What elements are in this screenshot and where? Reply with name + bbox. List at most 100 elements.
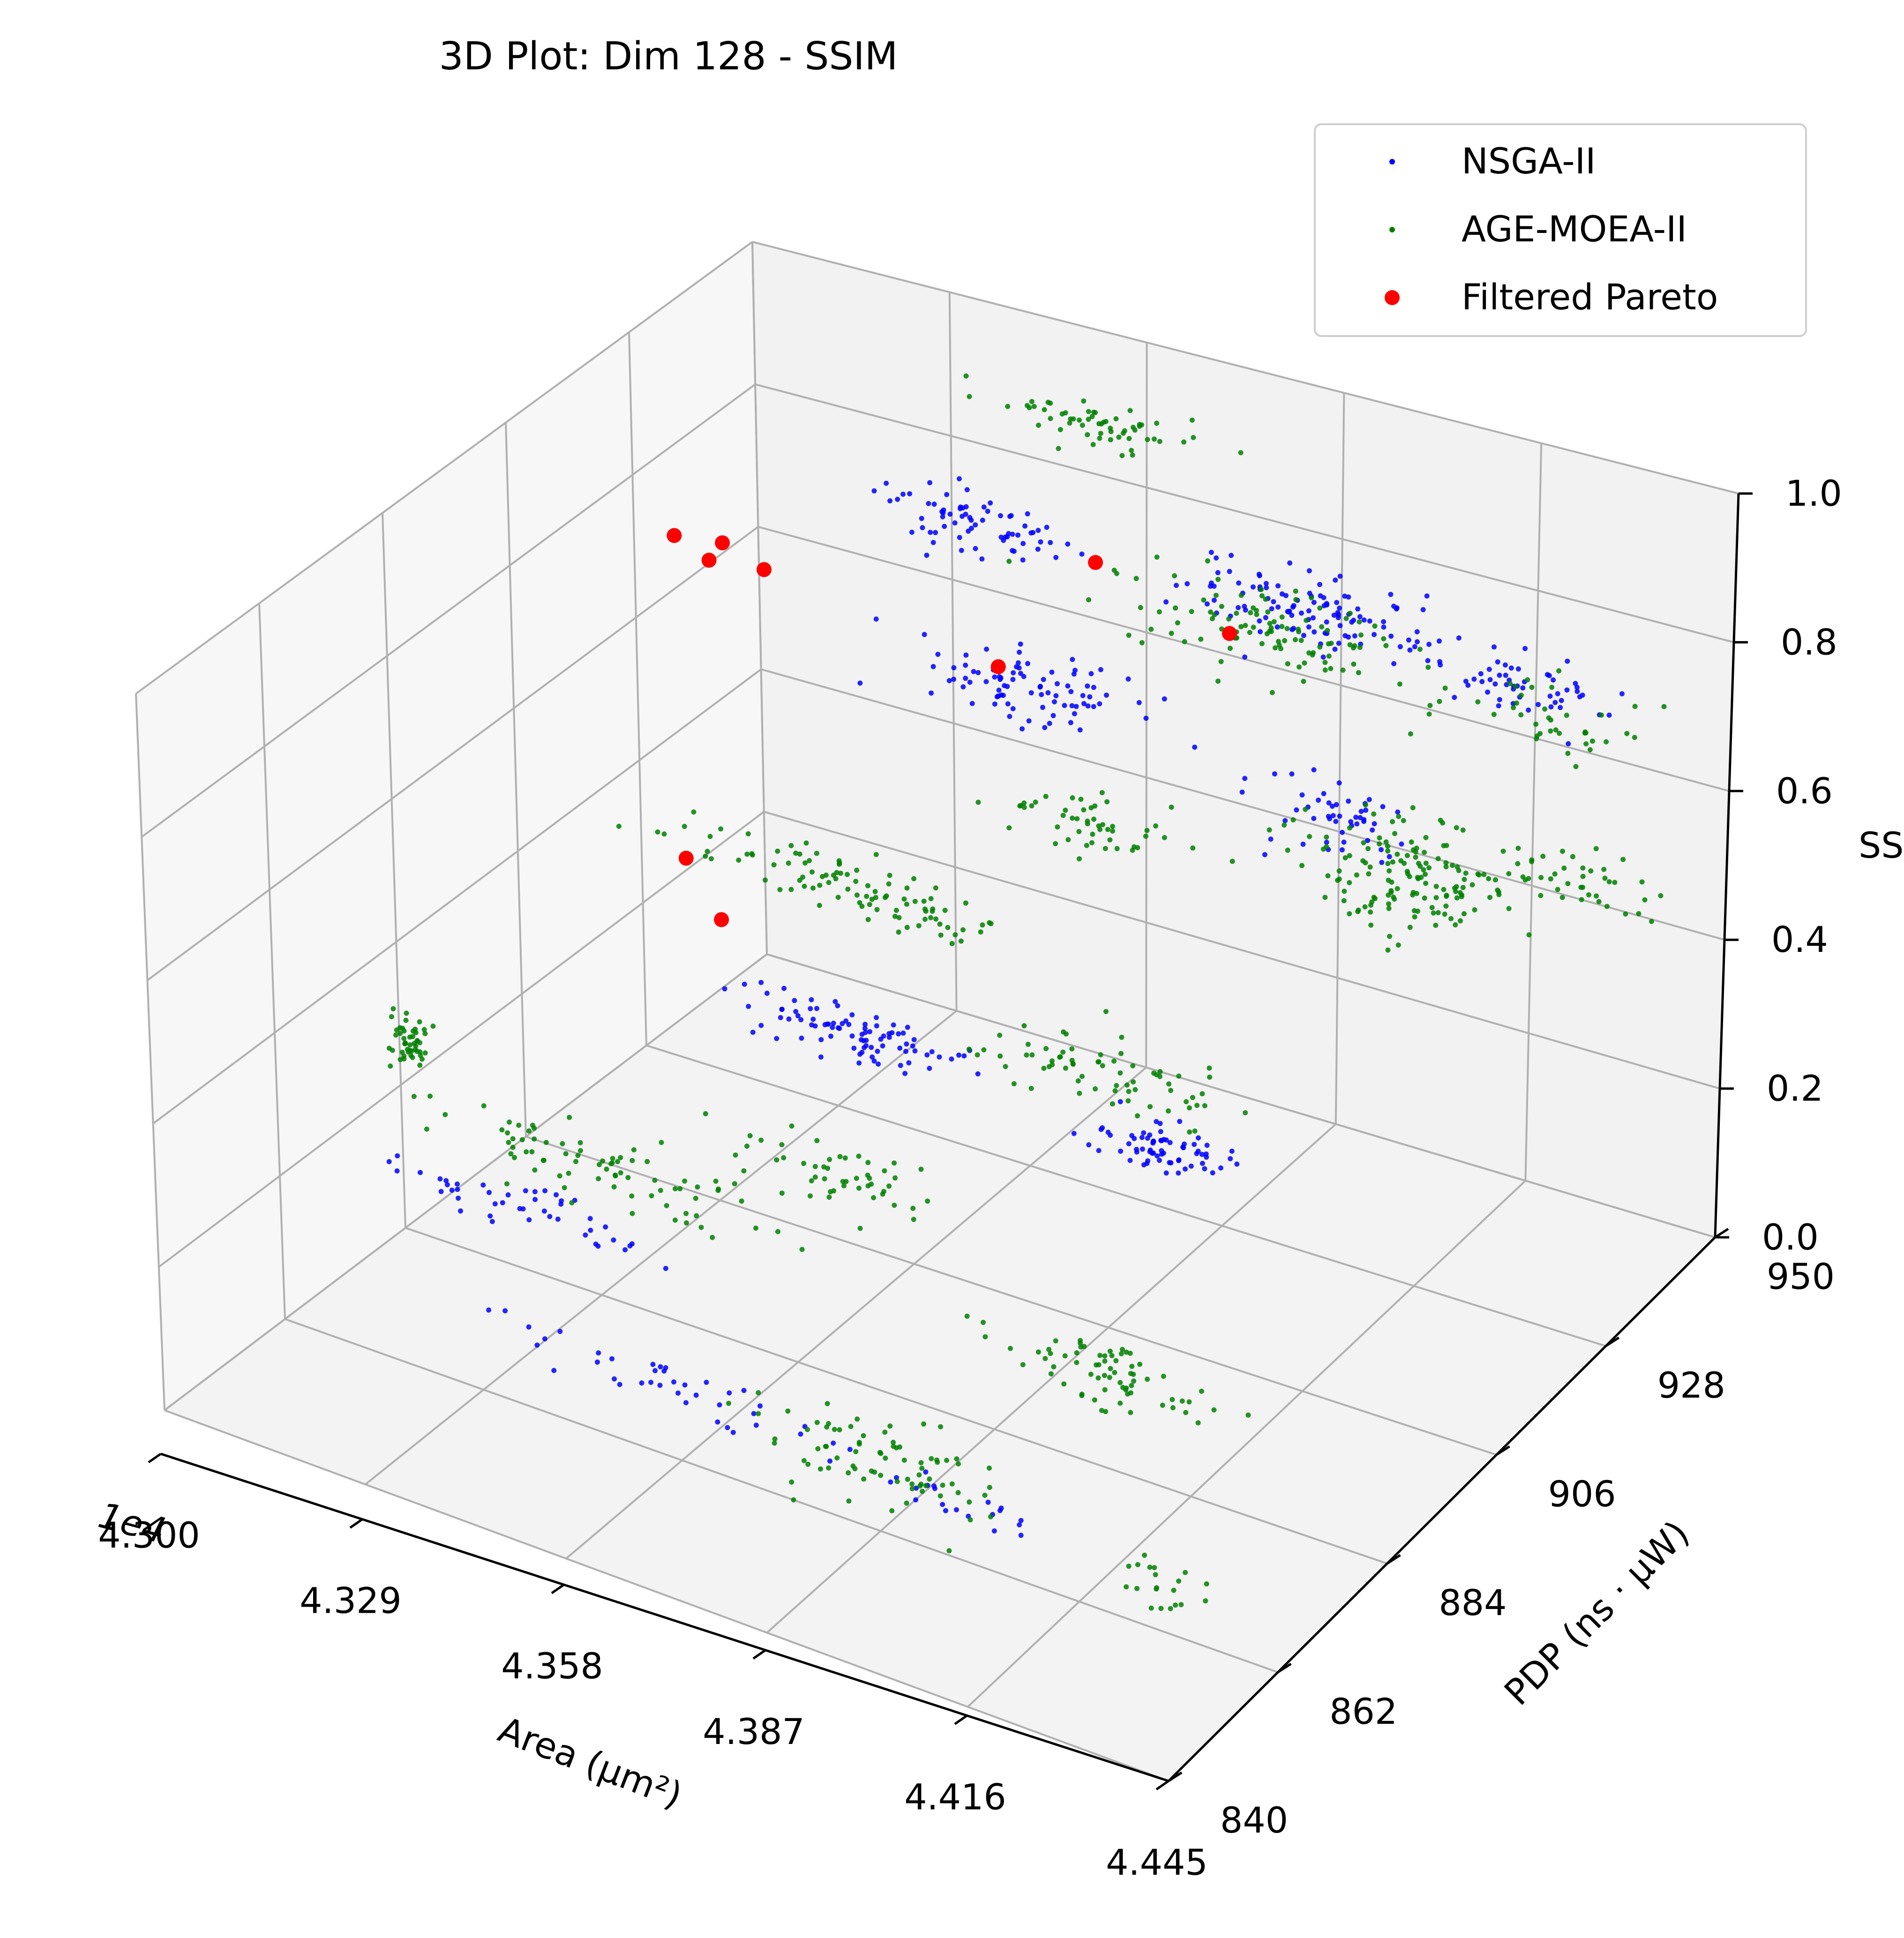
agemoea-point [499,1127,505,1133]
agemoea-point [1215,678,1221,684]
agemoea-point [896,915,902,920]
nsga-point [1158,1129,1163,1134]
agemoea-point [801,1160,807,1166]
agemoea-point [944,1458,949,1463]
nsga-point [1407,647,1413,653]
nsga-point [1125,676,1131,682]
agemoea-point [1041,1065,1047,1071]
nsga-point [1257,618,1262,624]
agemoea-point [739,1198,744,1204]
nsga-point [1334,802,1339,808]
nsga-point [1552,700,1558,705]
agemoea-point [892,1160,897,1166]
nsga-point [758,1023,764,1028]
nsga-point [1188,1163,1194,1169]
agemoea-point [1658,893,1664,898]
agemoea-point [1102,1353,1108,1359]
nsga-point [727,1390,732,1396]
agemoea-point [1583,741,1589,747]
agemoea-point [855,1416,860,1422]
nsga-point [1337,606,1342,611]
agemoea-point [1371,895,1377,900]
agemoea-point [1243,1110,1248,1115]
agemoea-point [693,1196,698,1201]
agemoea-point [393,1032,398,1038]
agemoea-point [1354,872,1359,878]
agemoea-point [1183,1570,1188,1575]
agemoea-point [1048,416,1053,421]
agemoea-point [1549,685,1555,690]
agemoea-point [837,1427,842,1433]
agemoea-point [1081,1344,1087,1349]
nsga-point [746,1003,751,1009]
agemoea-point [1383,643,1389,648]
agemoea-point [1091,410,1097,415]
agemoea-point [519,1137,525,1143]
grid-line [258,603,286,1319]
nsga-point [1127,1158,1133,1163]
nsga-point [867,1029,872,1034]
nsga-point [487,1213,493,1219]
tick-label: 0.8 [1781,621,1837,663]
agemoea-point [1587,747,1593,753]
grid-line [755,383,1734,644]
agemoea-point [775,1229,780,1235]
agemoea-point [1176,1579,1182,1584]
nsga-point [523,1188,528,1194]
nsga-point [725,1425,730,1430]
agemoea-point [1410,892,1416,898]
agemoea-point [826,1194,832,1200]
nsga-point [1275,604,1281,610]
agemoea-point [1125,1098,1131,1104]
nsga-point [1091,704,1096,710]
agemoea-point [1341,898,1347,904]
agemoea-point [541,1158,547,1163]
nsga-point [896,1031,901,1037]
agemoea-point [532,1167,538,1173]
agemoea-point [1324,844,1329,849]
agemoea-point [562,1185,567,1190]
agemoea-point [1107,1348,1113,1354]
agemoea-point [1168,1088,1174,1093]
legend-marker-pareto [1385,290,1400,305]
agemoea-point [1213,592,1219,598]
agemoea-point [705,849,710,854]
nsga-point [1053,554,1059,560]
agemoea-point [874,907,880,913]
nsga-point [526,1217,532,1223]
agemoea-point [1570,854,1575,860]
agemoea-point [1079,1074,1085,1079]
agemoea-point [928,896,934,901]
agemoea-point [1161,1374,1166,1379]
agemoea-point [1117,1380,1123,1385]
nsga-point [764,990,770,996]
agemoea-point [1003,1064,1008,1070]
agemoea-point [981,1047,987,1053]
agemoea-point [1103,1409,1109,1414]
agemoea-point [1195,1420,1201,1426]
agemoea-point [1194,1103,1200,1108]
nsga-point [792,998,797,1003]
nsga-point [1250,584,1256,590]
agemoea-point [1097,827,1103,832]
nsga-point [541,1208,547,1214]
agemoea-point [835,895,841,900]
agemoea-point [1166,1108,1171,1114]
nsga-point [1010,677,1016,682]
agemoea-point [845,886,851,892]
agemoea-point [718,826,724,832]
agemoea-point [1098,1052,1103,1057]
nsga-point [617,1382,622,1387]
agemoea-point [1042,1356,1048,1362]
nsga-point [875,1048,880,1054]
agemoea-point [823,872,829,878]
agemoea-point [1152,436,1157,442]
agemoea-point [758,1137,764,1143]
agemoea-point [1176,1073,1182,1079]
nsga-point [983,679,989,684]
agemoea-point [1559,895,1565,900]
nsga-point [1215,570,1221,576]
nsga-point [520,1206,526,1212]
agemoea-point [1057,427,1063,433]
